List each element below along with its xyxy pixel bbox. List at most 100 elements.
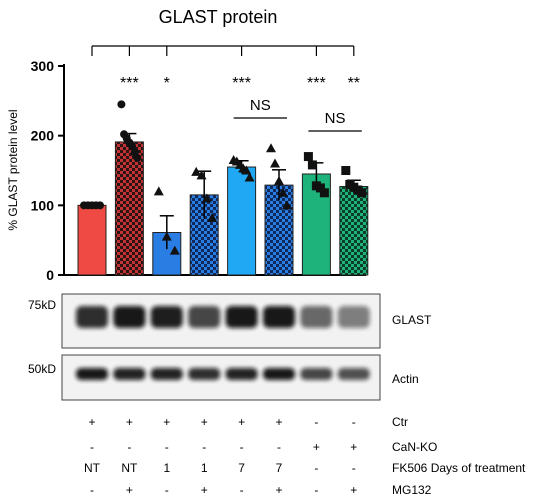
condition-cell: - xyxy=(240,483,244,497)
y-tick-label: 0 xyxy=(46,267,54,283)
data-point xyxy=(207,212,218,222)
data-point xyxy=(282,200,292,210)
condition-cell: - xyxy=(165,483,169,497)
chart-title: GLAST protein xyxy=(159,7,278,27)
data-point xyxy=(196,170,207,180)
condition-label: MG132 xyxy=(392,483,432,497)
data-points xyxy=(80,100,367,255)
data-point xyxy=(357,188,367,198)
blot-band-actin xyxy=(300,368,333,380)
data-point xyxy=(128,142,137,151)
bar xyxy=(227,166,257,276)
data-point xyxy=(307,160,317,170)
condition-cell: - xyxy=(314,461,318,475)
condition-cell: + xyxy=(201,483,208,497)
condition-cell: - xyxy=(127,440,131,454)
data-point xyxy=(315,183,325,193)
blot-label-glast: GLAST xyxy=(392,313,432,327)
data-point xyxy=(303,152,313,162)
condition-cell: NT xyxy=(121,461,138,475)
blot-band-glast xyxy=(76,306,108,328)
blot-band-glast xyxy=(150,306,183,328)
condition-cell: 7 xyxy=(238,461,245,475)
condition-cell: + xyxy=(313,440,320,454)
y-axis: % GLAST protein level xyxy=(6,64,65,275)
blot-band-glast xyxy=(188,306,221,328)
condition-cell: 7 xyxy=(276,461,283,475)
condition-cell: + xyxy=(163,415,170,429)
blot-band-glast xyxy=(225,306,258,328)
condition-cell: - xyxy=(314,415,318,429)
blot-band-actin xyxy=(188,368,221,380)
bar xyxy=(114,141,144,276)
y-tick-label: 200 xyxy=(31,128,55,144)
blot-band-actin xyxy=(337,368,370,380)
data-point xyxy=(153,186,164,196)
condition-cell: + xyxy=(238,415,245,429)
condition-cell: - xyxy=(277,440,281,454)
data-point xyxy=(341,166,351,175)
blot-band-glast xyxy=(113,306,146,328)
blot-band-actin xyxy=(113,368,146,380)
blot-band-actin xyxy=(76,368,108,380)
data-point xyxy=(161,231,172,241)
condition-cell: - xyxy=(90,440,94,454)
blot-band-actin xyxy=(150,368,183,380)
condition-cell: - xyxy=(165,440,169,454)
blot-band-actin xyxy=(225,368,258,380)
blot-band-actin xyxy=(263,368,295,380)
data-point xyxy=(133,153,142,162)
condition-cell: + xyxy=(275,415,282,429)
data-point xyxy=(244,172,255,182)
blot-bands xyxy=(76,306,370,380)
condition-cell: - xyxy=(352,461,356,475)
condition-cell: 1 xyxy=(163,461,170,475)
blot-band-glast xyxy=(337,306,370,328)
bars xyxy=(77,141,369,276)
significance-label: *** xyxy=(232,75,251,92)
blot-label-actin: Actin xyxy=(392,372,419,386)
blot-marker-glast: 75kD xyxy=(28,298,56,312)
condition-label: CaN-KO xyxy=(392,440,437,454)
condition-label: Ctr xyxy=(392,415,408,429)
condition-cell: + xyxy=(88,415,95,429)
y-tick-label: 300 xyxy=(31,58,55,74)
condition-cell: 1 xyxy=(201,461,208,475)
data-point xyxy=(201,193,212,203)
significance-label: * xyxy=(164,75,170,92)
ns-label: NS xyxy=(250,97,271,114)
significance-label: *** xyxy=(307,75,326,92)
data-point xyxy=(266,143,276,153)
y-tick-label: 100 xyxy=(31,197,55,213)
condition-cell: + xyxy=(201,415,208,429)
condition-cell: - xyxy=(314,483,318,497)
data-point xyxy=(278,187,288,197)
condition-cell: NT xyxy=(84,461,101,475)
condition-cell: + xyxy=(275,483,282,497)
condition-cell: - xyxy=(240,440,244,454)
condition-cell: + xyxy=(350,483,357,497)
blot-marker-actin: 50kD xyxy=(28,362,56,376)
condition-cell: + xyxy=(350,440,357,454)
data-point xyxy=(241,165,252,175)
blot-band-glast xyxy=(300,306,333,328)
condition-cell: - xyxy=(202,440,206,454)
data-point xyxy=(274,175,284,185)
significance-label: ** xyxy=(348,75,360,92)
bar xyxy=(77,204,107,276)
condition-cell: - xyxy=(90,483,94,497)
data-point xyxy=(319,188,329,198)
significance-label: *** xyxy=(120,75,139,92)
condition-cell: + xyxy=(126,415,133,429)
condition-label: FK506 Days of treatment xyxy=(392,461,526,475)
bar xyxy=(339,186,369,276)
y-axis-label: % GLAST protein level xyxy=(6,109,20,230)
condition-table: + + + + + + - - Ctr - - - - - - + + CaN-KO NT NT 1 1 7 7 - - FK506… xyxy=(84,415,526,497)
condition-cell: + xyxy=(126,483,133,497)
data-point xyxy=(96,201,104,210)
ns-label: NS xyxy=(325,110,346,127)
blot-band-glast xyxy=(263,306,295,328)
condition-cell: - xyxy=(352,415,356,429)
y-ticks: 0 100 200 300 xyxy=(31,58,64,283)
